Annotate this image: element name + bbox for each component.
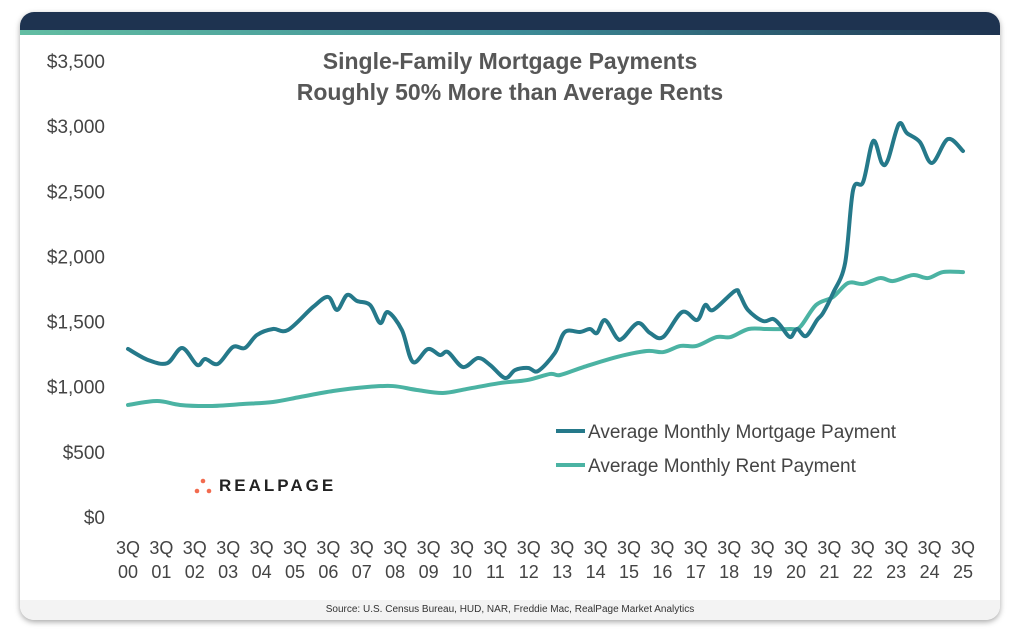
- chart-title-line-1: Single-Family Mortgage Payments: [322, 48, 698, 74]
- x-tick-label: 3Q: [116, 538, 140, 558]
- x-tick-label: 3Q: [483, 538, 507, 558]
- x-tick-label: 23: [886, 562, 906, 582]
- rent-series-line: [126, 269, 965, 409]
- header-band: [20, 12, 1000, 30]
- x-tick-label: 3Q: [918, 538, 942, 558]
- x-tick-label: 04: [252, 562, 272, 582]
- logo-text: REALPAGE: [219, 476, 337, 495]
- y-tick-label: $3,500: [47, 52, 105, 73]
- y-tick-label: $500: [63, 443, 105, 464]
- x-tick-label: 16: [652, 562, 672, 582]
- x-tick-label: 3Q: [584, 538, 608, 558]
- x-tick-label: 08: [385, 562, 405, 582]
- x-tick-label: 09: [419, 562, 439, 582]
- x-tick-label: 19: [753, 562, 773, 582]
- y-tick-label: $1,500: [47, 313, 105, 334]
- y-tick-label: $1,000: [47, 378, 105, 399]
- x-tick-label: 21: [819, 562, 839, 582]
- x-tick-label: 3Q: [884, 538, 908, 558]
- x-tick-label: 3Q: [517, 538, 541, 558]
- x-tick-label: 3Q: [851, 538, 875, 558]
- legend-label: Average Monthly Rent Payment: [588, 456, 857, 477]
- x-tick-label: 3Q: [149, 538, 173, 558]
- x-tick-label: 01: [151, 562, 171, 582]
- x-tick-label: 25: [953, 562, 973, 582]
- x-tick-label: 06: [318, 562, 338, 582]
- x-tick-label: 15: [619, 562, 639, 582]
- x-tick-label: 3Q: [216, 538, 240, 558]
- chart-title: Single-Family Mortgage Payments Roughly …: [210, 46, 810, 108]
- x-tick-label: 12: [519, 562, 539, 582]
- x-tick-label: 3Q: [817, 538, 841, 558]
- x-tick-label: 3Q: [316, 538, 340, 558]
- x-tick-label: 3Q: [617, 538, 641, 558]
- x-tick-label: 3Q: [784, 538, 808, 558]
- source-note: Source: U.S. Census Bureau, HUD, NAR, Fr…: [20, 600, 1000, 620]
- chart-card: Source: U.S. Census Bureau, HUD, NAR, Fr…: [20, 12, 1000, 620]
- logo-dots-icon: [194, 478, 212, 494]
- x-tick-label: 13: [552, 562, 572, 582]
- y-tick-label: $2,000: [47, 247, 105, 268]
- y-tick-label: $2,500: [47, 182, 105, 203]
- x-tick-label: 02: [185, 562, 205, 582]
- x-tick-label: 10: [452, 562, 472, 582]
- x-tick-label: 3Q: [684, 538, 708, 558]
- x-tick-label: 07: [352, 562, 372, 582]
- mortgage-series-line: [126, 121, 965, 380]
- x-tick-label: 3Q: [183, 538, 207, 558]
- realpage-logo: REALPAGE: [193, 476, 336, 496]
- x-tick-label: 3Q: [650, 538, 674, 558]
- x-tick-label: 3Q: [550, 538, 574, 558]
- x-tick-label: 17: [686, 562, 706, 582]
- x-tick-label: 3Q: [717, 538, 741, 558]
- x-tick-label: 14: [586, 562, 606, 582]
- y-tick-label: $0: [84, 508, 105, 529]
- y-tick-label: $3,000: [47, 117, 105, 138]
- x-tick-label: 11: [486, 562, 505, 582]
- legend-label: Average Monthly Mortgage Payment: [588, 422, 897, 443]
- x-tick-label: 3Q: [350, 538, 374, 558]
- x-tick-label: 3Q: [450, 538, 474, 558]
- x-tick-label: 3Q: [250, 538, 274, 558]
- x-tick-label: 05: [285, 562, 305, 582]
- accent-strip: [20, 30, 1000, 35]
- x-tick-label: 20: [786, 562, 806, 582]
- x-tick-label: 22: [853, 562, 873, 582]
- x-tick-label: 00: [118, 562, 138, 582]
- x-tick-label: 3Q: [383, 538, 407, 558]
- x-tick-label: 3Q: [951, 538, 975, 558]
- x-tick-label: 3Q: [751, 538, 775, 558]
- chart-title-line-2: Roughly 50% More than Average Rents: [296, 79, 724, 105]
- x-tick-label: 3Q: [417, 538, 441, 558]
- x-tick-label: 18: [719, 562, 739, 582]
- x-tick-label: 24: [920, 562, 940, 582]
- x-tick-label: 3Q: [283, 538, 307, 558]
- x-tick-label: 03: [218, 562, 238, 582]
